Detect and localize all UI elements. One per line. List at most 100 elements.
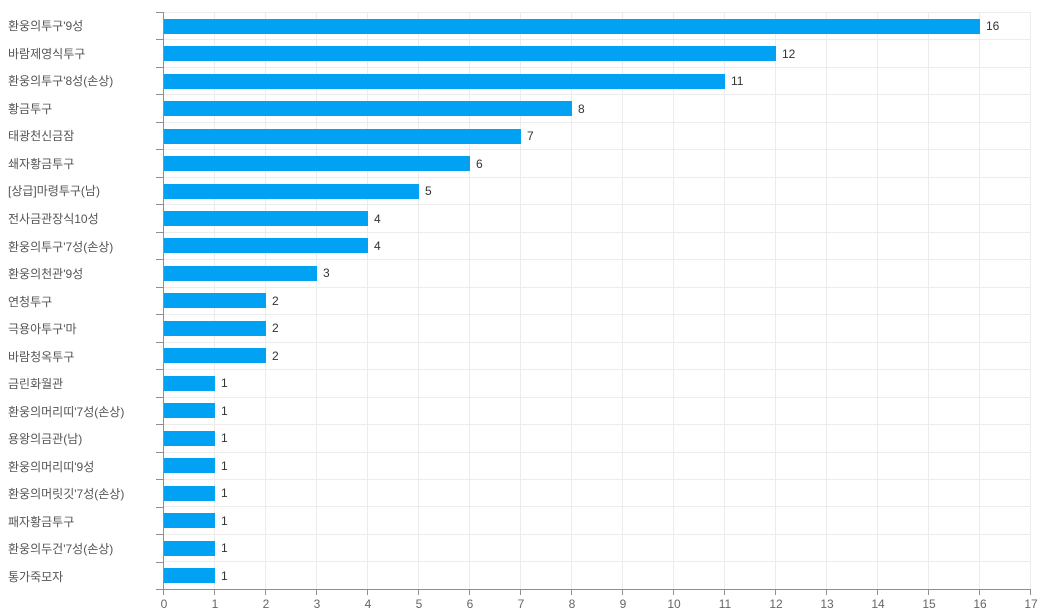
bar[interactable] xyxy=(164,265,317,281)
category-label: 극용아투구'마 xyxy=(8,322,77,337)
x-tick xyxy=(927,589,929,595)
bar[interactable] xyxy=(164,183,419,199)
bar-row: 4 xyxy=(164,204,1031,231)
bar-value-label: 12 xyxy=(782,46,796,61)
x-tick-label: 7 xyxy=(517,597,525,611)
gridline xyxy=(468,12,470,589)
category-label: 환웅의투구'7성(손상) xyxy=(8,239,114,254)
bar[interactable] xyxy=(164,513,215,529)
y-tick xyxy=(156,506,163,508)
bar-value-label: 2 xyxy=(272,321,279,336)
gridline xyxy=(520,12,521,589)
category-label: 전사금관장식10성 xyxy=(8,211,99,226)
x-tick xyxy=(367,589,368,595)
bar-value-label: 1 xyxy=(221,431,228,446)
bar[interactable] xyxy=(164,238,368,254)
x-tick xyxy=(468,589,470,595)
y-tick xyxy=(156,121,163,123)
bar-value-label: 5 xyxy=(425,184,432,199)
y-tick xyxy=(156,534,163,536)
y-tick xyxy=(156,231,163,233)
category-label: 금린화월관 xyxy=(8,377,64,392)
bar-row: 12 xyxy=(164,39,1031,66)
bar-row: 6 xyxy=(164,149,1031,176)
bar-value-label: 11 xyxy=(730,74,744,89)
bar-row: 2 xyxy=(164,314,1031,341)
bar-row: 1 xyxy=(164,478,1031,506)
x-tick-label: 14 xyxy=(871,597,885,611)
category-label: 통가죽모자 xyxy=(8,569,64,584)
category-label: 환웅의투구'9성 xyxy=(8,19,84,34)
bar-row: 1 xyxy=(164,369,1031,396)
category-label: 용왕의금관(남) xyxy=(8,432,83,447)
bar[interactable] xyxy=(164,568,215,584)
x-tick-label: 3 xyxy=(313,597,321,611)
bar[interactable] xyxy=(164,18,980,34)
bar-row: 7 xyxy=(164,121,1031,149)
bar[interactable] xyxy=(164,485,215,501)
bar[interactable] xyxy=(164,128,521,144)
y-tick xyxy=(156,12,163,13)
gridline xyxy=(417,12,419,589)
bar-value-label: 1 xyxy=(221,541,228,556)
category-label: 환웅의머리띠'9성 xyxy=(8,459,95,474)
x-tick xyxy=(979,589,980,595)
category-label: 태광천신금잠 xyxy=(8,129,75,144)
x-tick-label: 17 xyxy=(1024,597,1038,611)
bar[interactable] xyxy=(164,211,368,227)
x-tick xyxy=(774,589,776,595)
bar[interactable] xyxy=(164,73,725,89)
bar[interactable] xyxy=(164,375,215,391)
x-tick xyxy=(723,589,725,595)
y-tick xyxy=(156,176,163,178)
bar-row: 2 xyxy=(164,286,1031,314)
y-tick xyxy=(156,204,163,206)
bar-value-label: 1 xyxy=(221,513,228,528)
bar-value-label: 3 xyxy=(323,266,330,281)
y-tick xyxy=(156,314,163,316)
category-label: 바람제영식투구 xyxy=(8,46,86,61)
bar-row: 11 xyxy=(164,66,1031,94)
y-tick xyxy=(156,589,163,590)
bar-row: 1 xyxy=(164,451,1031,479)
gridline xyxy=(571,12,572,589)
plot-area: 16 12 11 8 7 6 5 4 4 3 2 2 2 1 1 1 1 1 1 1 1 0 1 2 3 4 5 6 7 8 9 10 11 1… xyxy=(156,12,1038,611)
x-tick xyxy=(265,589,266,595)
bar-value-label: 1 xyxy=(221,376,228,391)
bar[interactable] xyxy=(164,46,776,62)
bar-row: 3 xyxy=(164,259,1031,286)
x-tick xyxy=(826,589,827,595)
bar[interactable] xyxy=(164,348,266,364)
x-tick xyxy=(672,589,674,595)
x-tick-label: 0 xyxy=(160,597,168,611)
bar[interactable] xyxy=(164,320,266,336)
x-tick xyxy=(877,589,878,595)
bar[interactable] xyxy=(164,156,470,172)
bar[interactable] xyxy=(164,403,215,419)
gridline xyxy=(315,12,317,589)
bar-value-label: 16 xyxy=(986,19,1000,34)
bar-row: 16 xyxy=(164,12,1031,39)
bar-value-label: 1 xyxy=(221,403,228,418)
y-tick xyxy=(156,149,163,151)
category-label: 쇄자황금투구 xyxy=(8,156,75,171)
bar[interactable] xyxy=(164,430,215,446)
x-tick-label: 12 xyxy=(769,597,783,611)
x-tick-label: 2 xyxy=(262,597,270,611)
y-tick xyxy=(156,39,163,41)
bar-value-label: 7 xyxy=(527,129,534,144)
category-label: 연청투구 xyxy=(8,294,53,309)
x-tick-label: 16 xyxy=(973,597,987,611)
x-tick-label: 10 xyxy=(667,597,681,611)
bar[interactable] xyxy=(164,293,266,309)
x-tick xyxy=(315,589,317,595)
bar-value-label: 1 xyxy=(221,568,228,583)
gridline xyxy=(367,12,368,589)
bar-row: 1 xyxy=(164,396,1031,424)
bar[interactable] xyxy=(164,540,215,556)
bar-row: 1 xyxy=(164,561,1031,588)
bar[interactable] xyxy=(164,458,215,474)
bar[interactable] xyxy=(164,101,572,117)
x-tick xyxy=(520,589,521,595)
x-tick xyxy=(571,589,572,595)
